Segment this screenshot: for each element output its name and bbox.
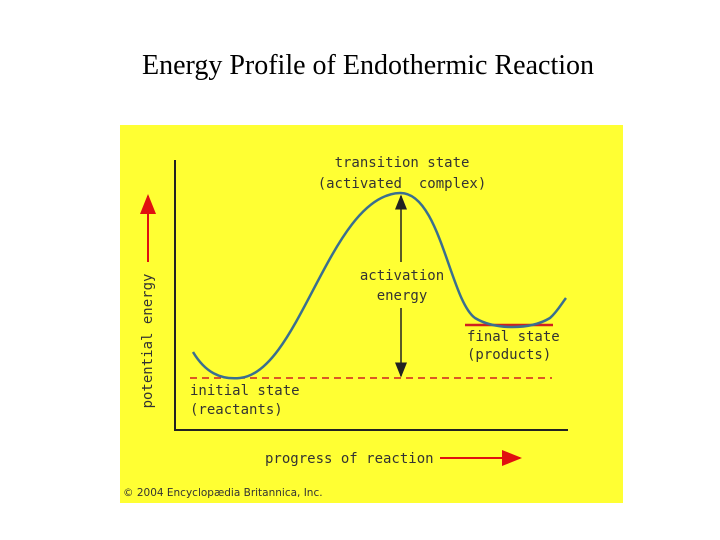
transition-state-label: (activated complex) xyxy=(318,176,487,192)
energy-curve xyxy=(191,191,567,380)
x-axis-label: progress of reaction xyxy=(265,451,434,467)
initial-state-label: (reactants) xyxy=(190,402,283,418)
diagram-background xyxy=(120,125,623,503)
slide-title: Energy Profile of Endothermic Reaction xyxy=(141,50,595,81)
activation-energy-label: energy xyxy=(377,288,428,304)
initial-state-label: initial state xyxy=(190,383,300,399)
y-axis-label: potential energy xyxy=(140,274,156,409)
credit: © 2004 Encyclopædia Britannica, Inc. xyxy=(123,487,323,499)
final-state-label: (products) xyxy=(467,347,551,363)
transition-state-label: transition state xyxy=(335,155,470,171)
activation-energy-label: activation xyxy=(360,268,444,284)
final-state-label: final state xyxy=(467,329,560,345)
